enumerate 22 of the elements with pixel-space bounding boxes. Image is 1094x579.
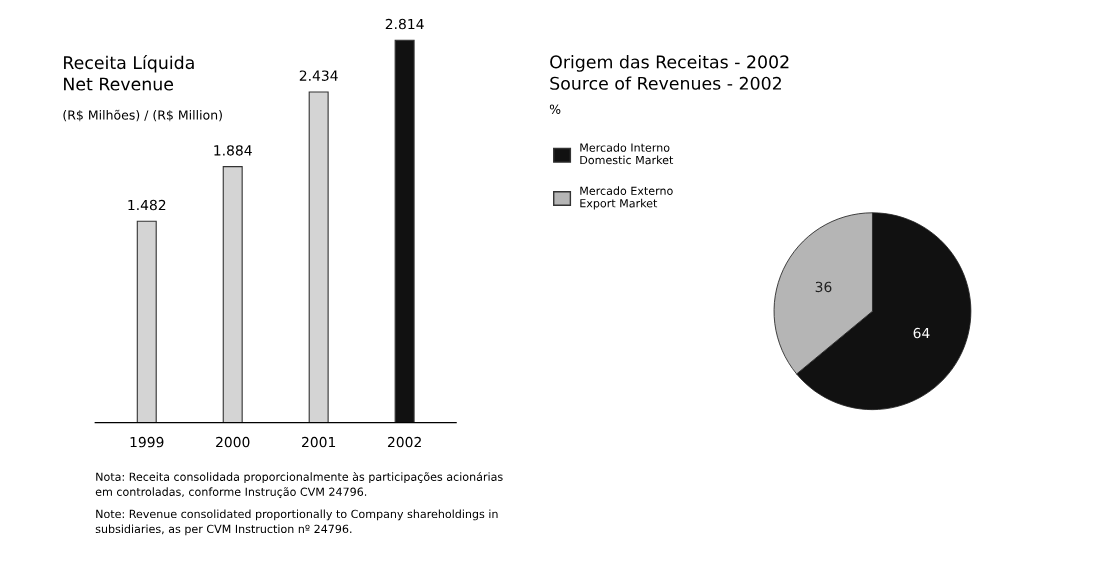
text: (R$ Milhões) / (R$ Million) <box>63 109 222 122</box>
text: Nota: Receita consolidada proporcionalmente às participações acionárias em controladas, conforme Instrução CVM 24796. <box>95 471 503 498</box>
legend-label: Mercado Externo Export Market <box>580 186 673 210</box>
data-label: 2.814 <box>385 18 424 30</box>
x-tick-label: 1999 <box>130 436 164 448</box>
bar <box>136 220 157 423</box>
x-tick-label: 2000 <box>216 436 250 448</box>
data-label: 36 <box>815 281 832 293</box>
data-label: 64 <box>913 327 930 339</box>
bar <box>222 166 243 423</box>
chart-title: Origem das Receitas - 2002 Source of Revenues - 2002 <box>550 55 789 90</box>
data-label: 1.884 <box>214 145 252 156</box>
data-label: 2.434 <box>299 70 338 81</box>
text: Note: Revenue consolidated proportionally to Company shareholdings in subsidiaries, as per CVM Instruction nº 24796. <box>95 509 498 536</box>
bar <box>394 39 415 423</box>
text: Receita Líquida Net Revenue <box>64 55 194 91</box>
legend-label: Mercado Interno Domestic Market <box>580 143 674 165</box>
bar <box>308 91 329 423</box>
data-label: 1.482 <box>128 199 166 211</box>
chart-subtitle: % <box>549 104 561 114</box>
x-tick-label: 2002 <box>387 436 421 448</box>
x-tick-label: 2001 <box>302 436 336 448</box>
